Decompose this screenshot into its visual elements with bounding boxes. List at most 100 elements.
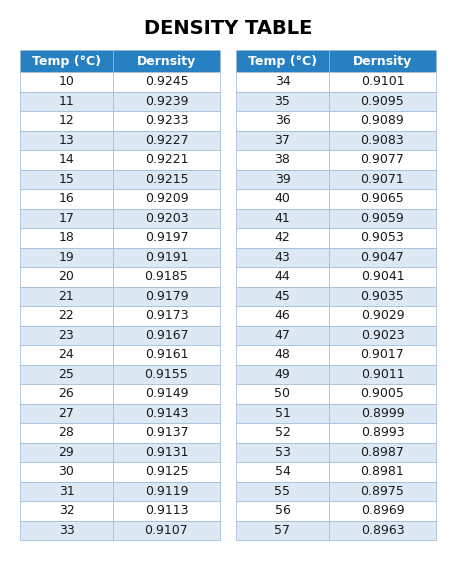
Text: 0.9035: 0.9035 xyxy=(360,290,404,303)
Bar xyxy=(20,228,113,248)
Bar xyxy=(236,170,328,189)
Text: 20: 20 xyxy=(58,270,74,283)
Text: 12: 12 xyxy=(59,114,74,127)
Text: 57: 57 xyxy=(274,524,290,537)
Text: 55: 55 xyxy=(274,484,290,498)
Text: 45: 45 xyxy=(274,290,290,303)
Text: 0.9149: 0.9149 xyxy=(144,387,188,400)
Bar xyxy=(236,443,328,462)
Bar xyxy=(113,170,219,189)
Bar xyxy=(20,501,113,521)
Bar xyxy=(20,325,113,345)
Text: 0.9101: 0.9101 xyxy=(360,75,404,88)
Text: 50: 50 xyxy=(274,387,290,400)
Bar xyxy=(20,345,113,364)
Bar xyxy=(328,325,435,345)
Text: 10: 10 xyxy=(58,75,74,88)
Text: 0.9185: 0.9185 xyxy=(144,270,188,283)
Bar xyxy=(20,111,113,130)
Text: 38: 38 xyxy=(274,153,290,166)
Text: 42: 42 xyxy=(274,231,290,244)
Bar xyxy=(236,345,328,364)
Bar xyxy=(113,403,219,423)
Bar xyxy=(328,150,435,170)
Bar xyxy=(20,248,113,267)
Bar xyxy=(236,111,328,130)
Bar xyxy=(328,72,435,91)
Bar xyxy=(113,287,219,306)
Bar xyxy=(20,462,113,482)
Text: 26: 26 xyxy=(59,387,74,400)
Bar xyxy=(236,423,328,443)
Bar xyxy=(20,482,113,501)
Bar xyxy=(113,306,219,325)
Bar xyxy=(328,287,435,306)
Text: Dernsity: Dernsity xyxy=(136,55,196,68)
Bar xyxy=(113,462,219,482)
Text: 0.9143: 0.9143 xyxy=(144,407,188,420)
Bar xyxy=(328,228,435,248)
Text: 0.9113: 0.9113 xyxy=(144,504,188,517)
Bar xyxy=(328,209,435,228)
Text: 0.9203: 0.9203 xyxy=(144,212,188,224)
Text: 39: 39 xyxy=(274,173,290,186)
Text: 13: 13 xyxy=(59,134,74,147)
Text: 15: 15 xyxy=(58,173,74,186)
Text: 0.9191: 0.9191 xyxy=(144,251,188,264)
Bar xyxy=(328,403,435,423)
Text: 0.9173: 0.9173 xyxy=(144,309,188,322)
Bar xyxy=(20,91,113,111)
Bar xyxy=(113,248,219,267)
Bar xyxy=(236,325,328,345)
Bar xyxy=(328,306,435,325)
Text: 27: 27 xyxy=(58,407,74,420)
Text: 0.9065: 0.9065 xyxy=(360,192,404,205)
Text: 11: 11 xyxy=(59,95,74,108)
Text: 43: 43 xyxy=(274,251,290,264)
Text: 0.9233: 0.9233 xyxy=(144,114,188,127)
Text: 53: 53 xyxy=(274,446,290,459)
Bar xyxy=(328,462,435,482)
Bar xyxy=(113,423,219,443)
Bar xyxy=(328,267,435,287)
Text: 0.9077: 0.9077 xyxy=(360,153,404,166)
Bar xyxy=(113,72,219,91)
Bar xyxy=(236,50,328,72)
Text: 0.9209: 0.9209 xyxy=(144,192,188,205)
Text: 44: 44 xyxy=(274,270,290,283)
Text: 47: 47 xyxy=(274,329,290,342)
Text: 0.9137: 0.9137 xyxy=(144,426,188,439)
Bar xyxy=(113,267,219,287)
Text: 0.8987: 0.8987 xyxy=(360,446,404,459)
Text: Dernsity: Dernsity xyxy=(352,55,411,68)
Bar xyxy=(113,521,219,540)
Bar xyxy=(113,111,219,130)
Bar xyxy=(236,482,328,501)
Text: 22: 22 xyxy=(59,309,74,322)
Bar xyxy=(236,501,328,521)
Bar xyxy=(328,482,435,501)
Text: 0.9095: 0.9095 xyxy=(360,95,404,108)
Text: 52: 52 xyxy=(274,426,290,439)
Bar xyxy=(328,248,435,267)
Text: 0.9107: 0.9107 xyxy=(144,524,188,537)
Text: 0.8963: 0.8963 xyxy=(360,524,404,537)
Text: 23: 23 xyxy=(59,329,74,342)
Text: 0.8975: 0.8975 xyxy=(360,484,404,498)
Text: 48: 48 xyxy=(274,348,290,362)
Text: 0.9239: 0.9239 xyxy=(144,95,188,108)
Bar xyxy=(328,50,435,72)
Text: 0.9059: 0.9059 xyxy=(360,212,404,224)
Text: 49: 49 xyxy=(274,368,290,381)
Text: 0.9167: 0.9167 xyxy=(144,329,188,342)
Text: 41: 41 xyxy=(274,212,290,224)
Bar xyxy=(328,443,435,462)
Bar xyxy=(236,130,328,150)
Text: 0.8969: 0.8969 xyxy=(360,504,404,517)
Text: 0.9245: 0.9245 xyxy=(144,75,188,88)
Bar xyxy=(236,72,328,91)
Bar xyxy=(20,130,113,150)
Text: 0.9125: 0.9125 xyxy=(144,465,188,478)
Text: 0.9017: 0.9017 xyxy=(360,348,404,362)
Text: 0.9161: 0.9161 xyxy=(144,348,188,362)
